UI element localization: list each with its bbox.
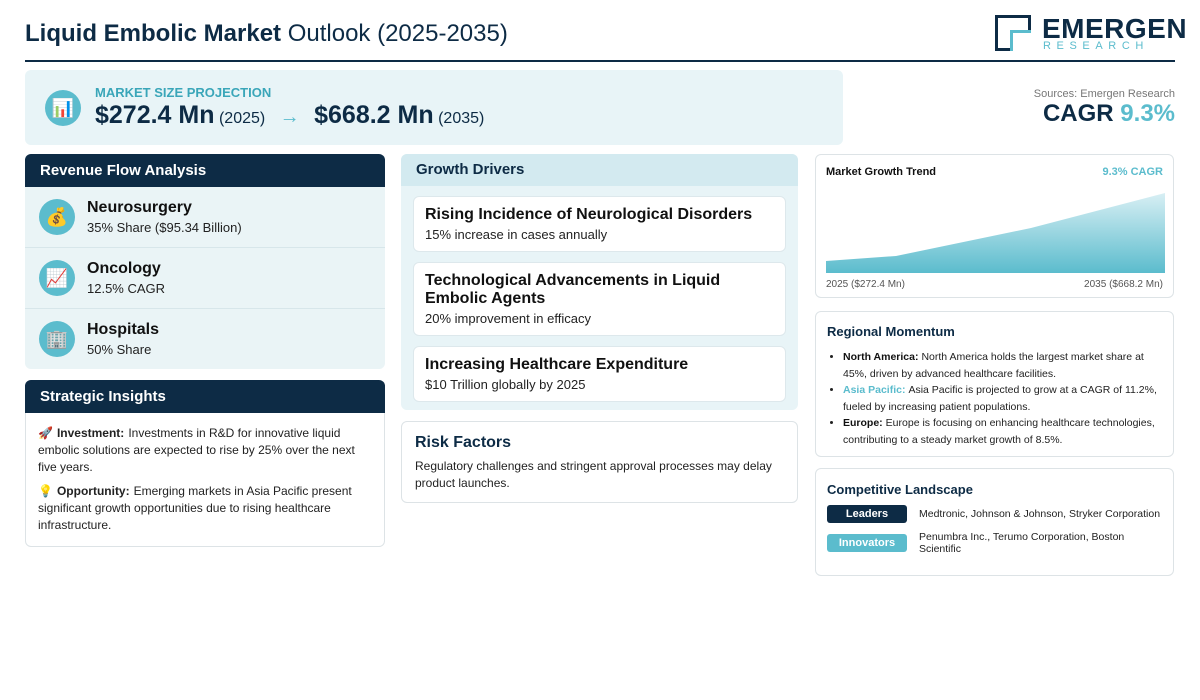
insight-text: Investments in R&D for innovative liquid… [38,426,355,474]
driver-card: Increasing Healthcare Expenditure $10 Tri… [413,346,786,402]
revenue-name: Neurosurgery [87,199,192,216]
insight-text: Emerging markets in Asia Pacific present… [38,484,352,532]
driver-detail: 20% improvement in efficacy [425,311,591,326]
competitor-names: Penumbra Inc., Terumo Corporation, Bosto… [919,531,1125,555]
region-item: Asia Pacific:Asia Pacific is projected t… [843,382,1162,415]
start-value: $272.4 Mn [95,101,215,129]
cagr: CAGR 9.3% [1043,100,1175,128]
projection-label: MARKET SIZE PROJECTION [95,85,272,100]
insight-icon: 🚀 [38,426,53,440]
region-text: Asia Pacific is projected to grow at a C… [843,384,1157,413]
projection-panel: 📊 MARKET SIZE PROJECTION $272.4 Mn (2025… [25,70,843,145]
revenue-panel: Revenue Flow Analysis 💰 Neurosurgery 35% S… [25,154,385,369]
risk-text: Regulatory challenges and stringent appr… [415,459,772,490]
start-year: (2025) [218,110,266,127]
region-name: North America: [843,351,919,363]
revenue-icon: 🏢 [39,321,75,357]
revenue-text: Oncology 12.5% CAGR [87,260,165,296]
revenue-name: Oncology [87,260,161,277]
end-value: $668.2 Mn [314,101,434,129]
trend-end: 2035 ($668.2 Mn) [1084,279,1163,290]
driver-title: Rising Incidence of Neurological Disorde… [425,206,753,223]
end-year: (2035) [438,110,485,127]
trend-area [826,193,1165,273]
projection-values: $272.4 Mn (2025) → $668.2 Mn (2035) [95,101,484,130]
title-rule [25,60,1175,62]
competitor-tag: Innovators [827,534,907,552]
region-item: Europe:Europe is focusing on enhancing h… [843,415,1162,448]
trend-start: 2025 ($272.4 Mn) [826,279,905,290]
trend-cagr: 9.3% CAGR [1102,166,1163,178]
revenue-name: Hospitals [87,321,160,338]
revenue-item: 🏢 Hospitals 50% Share [25,309,385,369]
competitive-title: Competitive Landscape [827,482,973,497]
insights-panel: Strategic Insights 🚀 Investment: Investmen… [25,380,385,547]
revenue-icon: 💰 [39,199,75,235]
competitor-names: Medtronic, Johnson & Johnson, Stryker Co… [919,508,1161,520]
insight-icon: 💡 [38,484,53,498]
insight-label: Opportunity: [56,484,130,498]
driver-card: Rising Incidence of Neurological Disorde… [413,196,786,252]
competitor-row: Leaders Medtronic, Johnson & Johnson, Str… [827,505,1162,523]
insight: 💡 Opportunity: Emerging markets in Asia Pa… [38,483,372,534]
risk-title: Risk Factors [415,434,512,451]
logo-sub: RESEARCH [1043,40,1149,52]
title: Liquid Embolic Market Outlook (2025-2035… [25,20,508,48]
insights-title: Strategic Insights [25,380,385,413]
driver-card: Technological Advancements in Liquid Emb… [413,262,786,336]
driver-title: Technological Advancements in Liquid Emb… [425,272,721,307]
title-bold: Liquid Embolic Market [25,20,282,47]
revenue-item: 📈 Oncology 12.5% CAGR [25,248,385,309]
region-text: North America holds the largest market s… [843,351,1144,380]
projection-icon: 📊 [45,90,81,126]
region-item: North America:North America holds the la… [843,349,1162,382]
insight-label: Investment: [56,426,125,440]
competitive-panel: Competitive Landscape Leaders Medtronic, … [815,468,1174,576]
title-rest: Outlook (2025-2035) [287,20,508,47]
driver-detail: $10 Trillion globally by 2025 [425,377,586,392]
arrow: → [279,106,300,128]
cagr-value: 9.3% [1120,100,1175,127]
competitor-row: Innovators Penumbra Inc., Terumo Corporat… [827,531,1162,555]
region-name: Asia Pacific: [843,384,906,396]
sources: Sources: Emergen Research [1033,88,1175,100]
revenue-text: Hospitals 50% Share [87,321,159,357]
region-name: Europe: [843,417,883,429]
regional-panel: Regional Momentum North America:North Am… [815,311,1174,457]
revenue-title: Revenue Flow Analysis [25,154,385,187]
trend-panel: Market Growth Trend 9.3% CAGR 2025 ($272… [815,154,1174,298]
competitor-tag: Leaders [827,505,907,523]
drivers-title: Growth Drivers [401,154,798,186]
revenue-icon: 📈 [39,260,75,296]
area-shape [826,193,1165,273]
revenue-detail: 12.5% CAGR [87,281,166,296]
revenue-detail: 50% Share [87,342,152,357]
regional-title: Regional Momentum [827,324,955,339]
revenue-detail: 35% Share ($95.34 Billion) [87,220,242,235]
revenue-item: 💰 Neurosurgery 35% Share ($95.34 Billion) [25,187,385,248]
logo-mark [995,15,1031,51]
driver-detail: 15% increase in cases annually [425,227,608,242]
trend-title: Market Growth Trend [826,166,937,178]
insight: 🚀 Investment: Investments in R&D for innov… [38,425,372,476]
cagr-label: CAGR [1042,100,1114,127]
driver-title: Increasing Healthcare Expenditure [425,356,689,373]
risk-panel: Risk Factors Regulatory challenges and s… [401,421,798,503]
logo-main: EMERGEN [1042,13,1188,44]
drivers-panel: Growth Drivers Rising Incidence of Neuro… [401,154,798,410]
revenue-text: Neurosurgery 35% Share ($95.34 Billion) [87,199,242,235]
region-text: Europe is focusing on enhancing healthca… [843,417,1155,446]
